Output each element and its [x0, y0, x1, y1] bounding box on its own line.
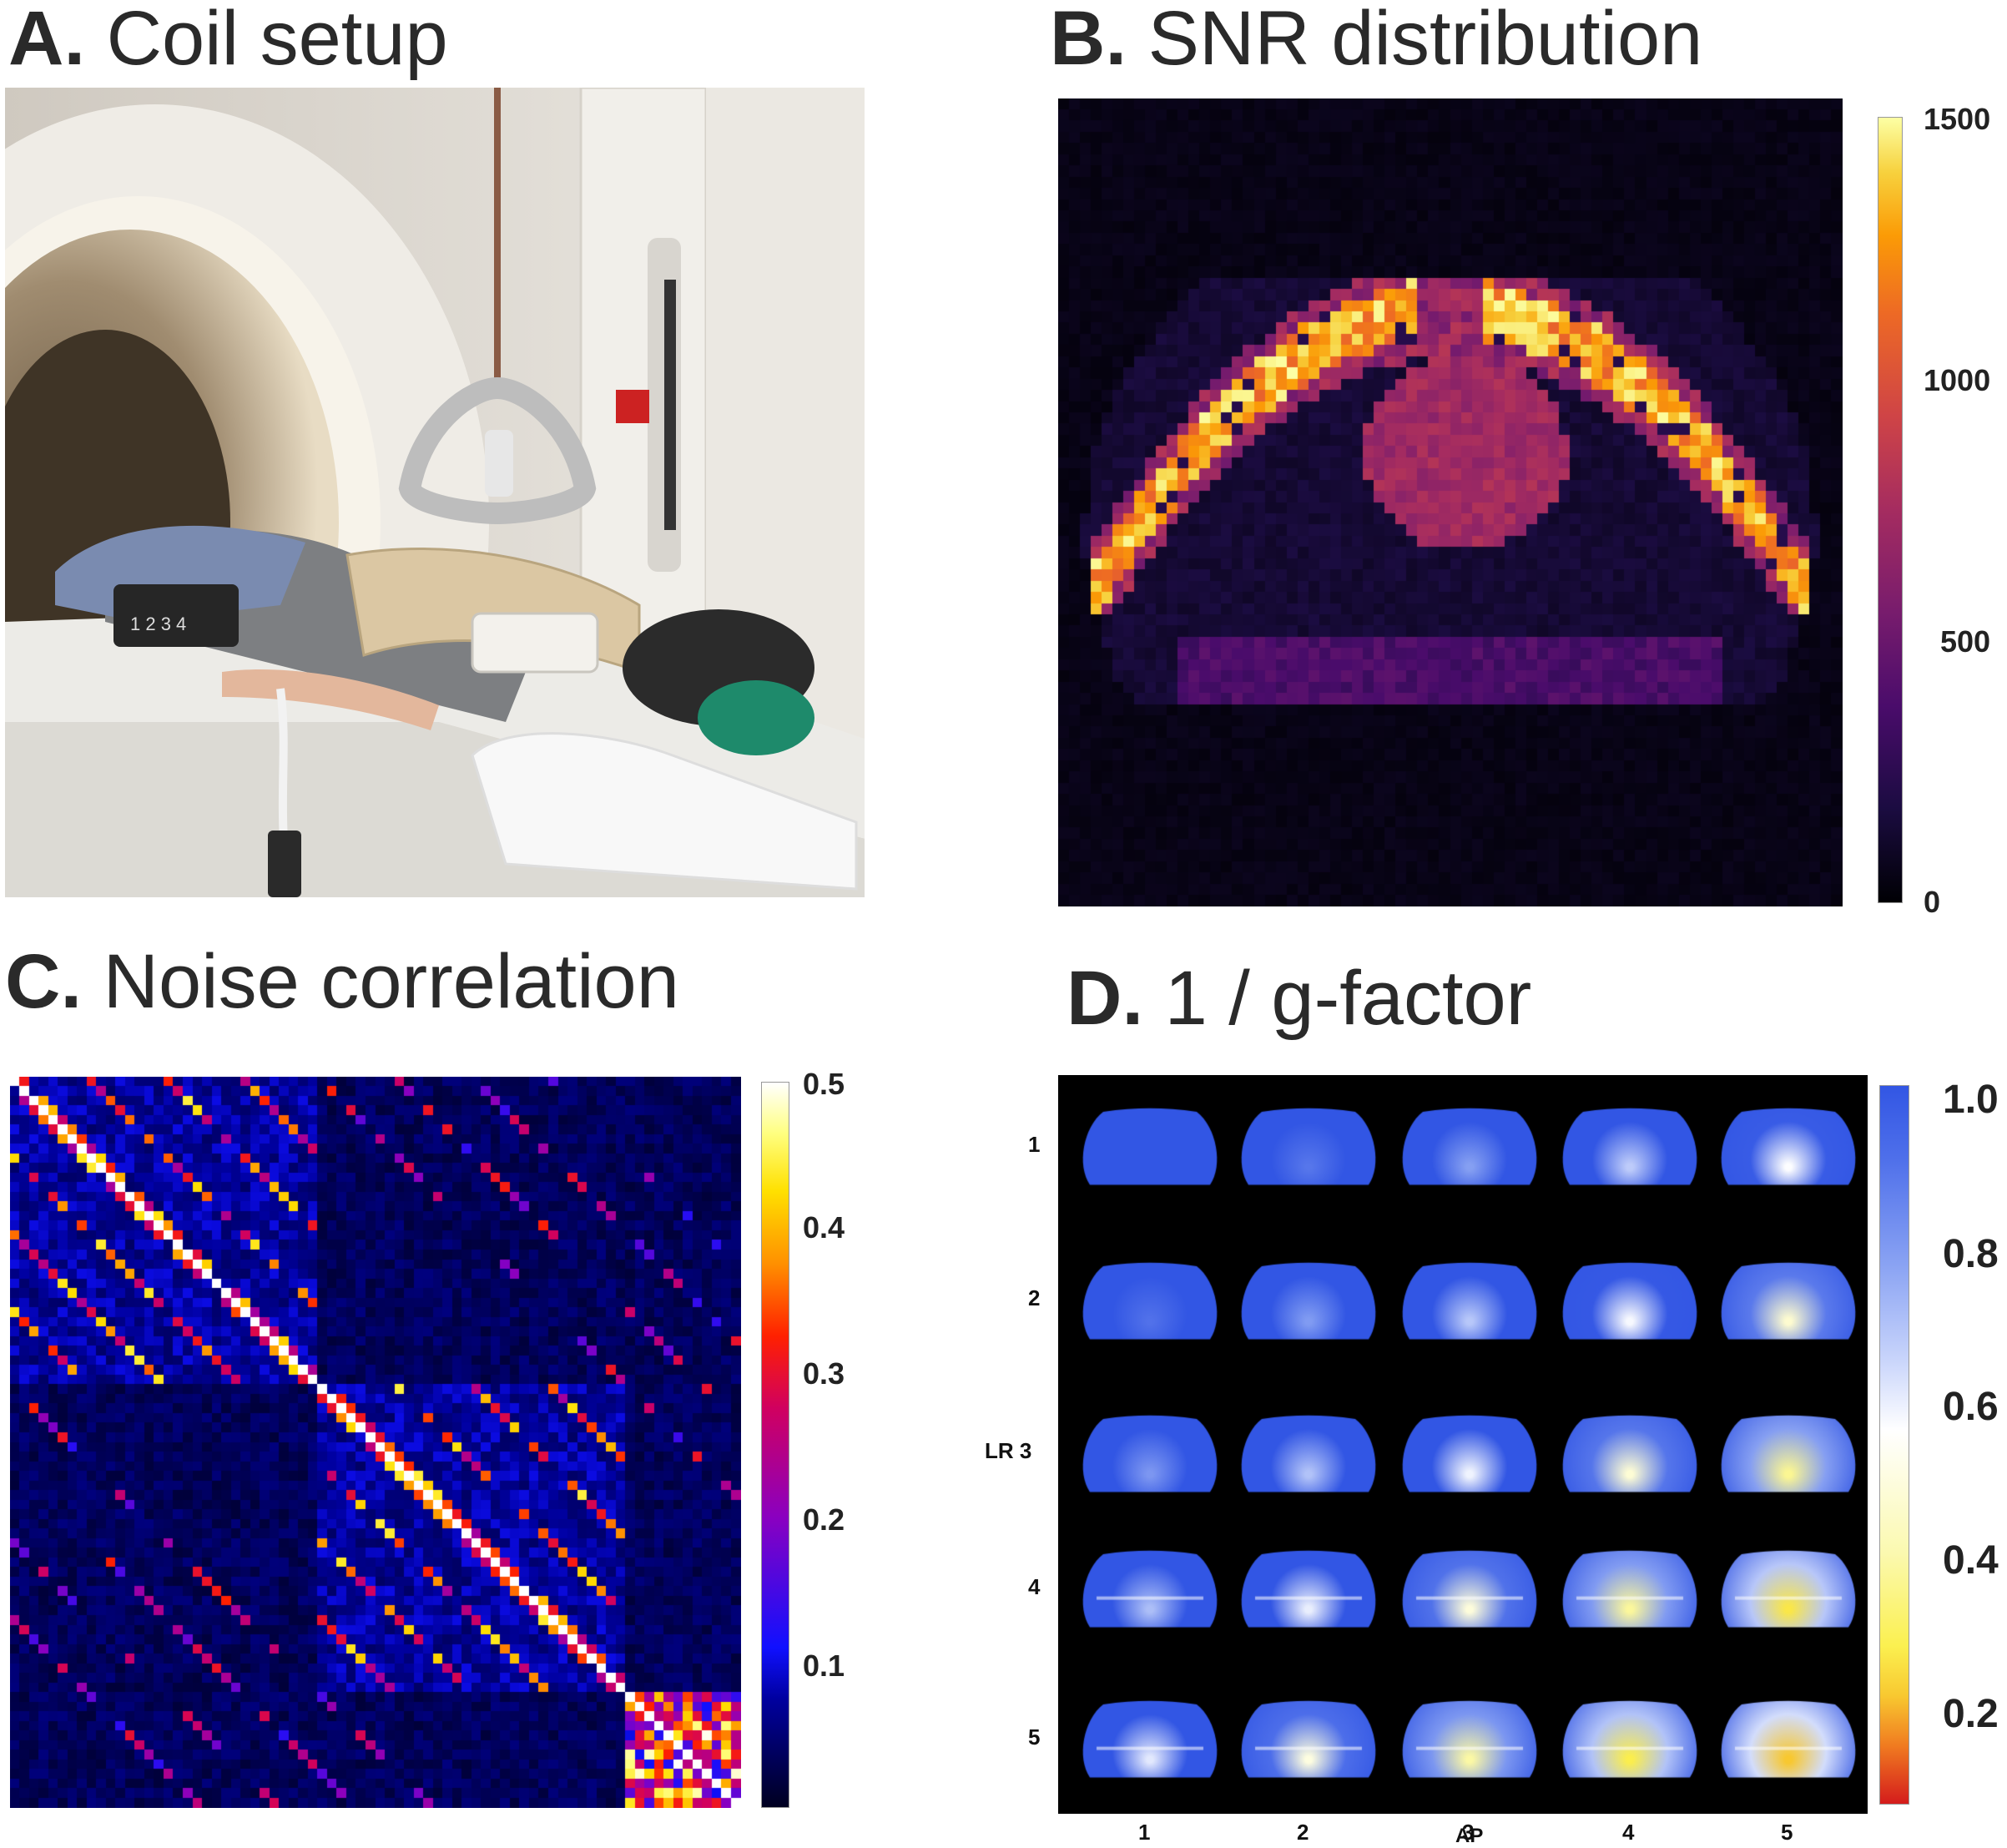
- snr-heatmap-canvas: [1058, 98, 1843, 906]
- panel-c-title-text: Noise correlation: [103, 939, 679, 1024]
- noise-tick-0.1: 0.1: [803, 1649, 845, 1683]
- snr-tick-500: 500: [1940, 624, 1991, 659]
- gfactor-col-label-5: 5: [1781, 1820, 1793, 1845]
- gfactor-row-label-5: 5: [1028, 1724, 1041, 1750]
- gfactor-row-label-3: LR 3: [985, 1438, 1032, 1463]
- gfactor-row-label-2: 2: [1028, 1285, 1041, 1310]
- gfactor-tick-0.4: 0.4: [1943, 1538, 1999, 1583]
- gfactor-row-label-1: 1: [1028, 1132, 1041, 1157]
- gfactor-xlabel: AP: [1455, 1825, 1484, 1847]
- coil-setup-photo: 1 2 3 4: [5, 88, 865, 897]
- panel-c-title: C. Noise correlation: [5, 943, 679, 1020]
- panel-b-letter: B.: [1050, 0, 1127, 81]
- panel-b-title: B. SNR distribution: [1050, 0, 1702, 77]
- noise-tick-0.2: 0.2: [803, 1502, 845, 1537]
- snr-colorbar: [1878, 117, 1903, 903]
- panel-c-letter: C.: [5, 939, 82, 1024]
- gfactor-row-label-4: 4: [1028, 1574, 1041, 1599]
- gfactor-col-label-2: 2: [1297, 1820, 1309, 1845]
- gfactor-tick-0.8: 0.8: [1943, 1232, 1999, 1276]
- panel-b-title-text: SNR distribution: [1147, 0, 1703, 81]
- noise-correlation-matrix: [10, 1077, 741, 1808]
- panel-a-letter: A.: [8, 0, 85, 81]
- noise-tick-0.3: 0.3: [803, 1356, 845, 1391]
- snr-tick-1000: 1000: [1924, 363, 1991, 397]
- gfactor-grid: [1058, 1075, 1868, 1814]
- snr-tick-0: 0: [1924, 885, 1941, 919]
- gfactor-col-label-3: 3: [1462, 1820, 1475, 1845]
- noise-tick-0.4: 0.4: [803, 1210, 845, 1245]
- panel-a-title-text: Coil setup: [106, 0, 448, 81]
- snr-map: [1058, 98, 1843, 906]
- coil-channel-label: 1 2 3 4: [130, 613, 186, 634]
- panel-d-letter: D.: [1067, 956, 1143, 1041]
- gfactor-canvas: [1058, 1075, 1868, 1814]
- gfactor-tick-0.2: 0.2: [1943, 1692, 1999, 1736]
- noise-tick-0.5: 0.5: [803, 1067, 845, 1101]
- panel-a-title: A. Coil setup: [8, 0, 448, 77]
- coil-setup-illustration: 1 2 3 4: [5, 88, 865, 897]
- gfactor-tick-0.6: 0.6: [1943, 1385, 1999, 1429]
- gfactor-colorbar: [1879, 1085, 1909, 1805]
- snr-tick-1500: 1500: [1924, 102, 1991, 136]
- noise-colorbar: [761, 1082, 789, 1808]
- noise-correlation-canvas: [10, 1077, 741, 1808]
- gfactor-col-label-4: 4: [1622, 1820, 1635, 1845]
- panel-d-title-text: 1 / g-factor: [1164, 956, 1532, 1041]
- gfactor-col-label-1: 1: [1138, 1820, 1151, 1845]
- gfactor-tick-1.0: 1.0: [1943, 1078, 1999, 1122]
- panel-d-title: D. 1 / g-factor: [1067, 960, 1531, 1037]
